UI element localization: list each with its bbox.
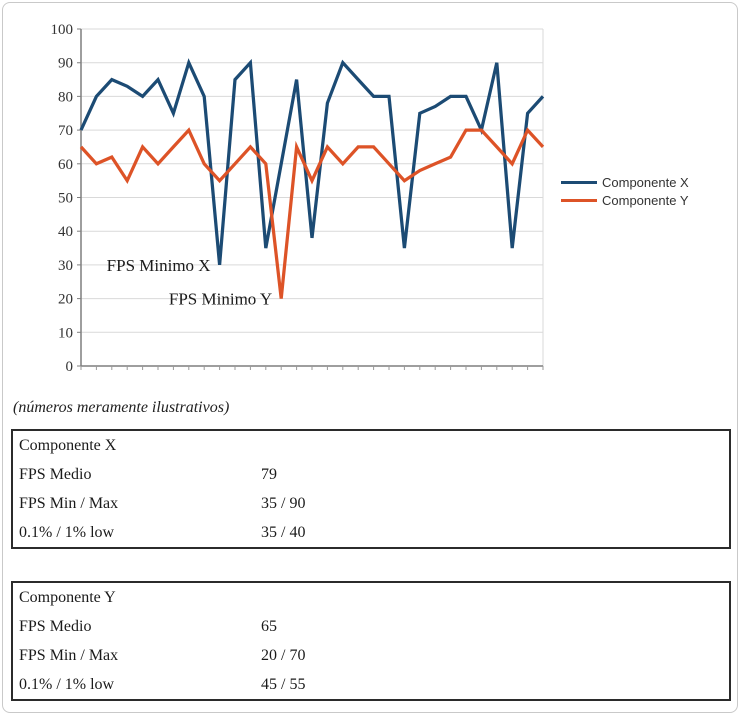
stat-value: 35 / 90 — [261, 495, 306, 512]
annotation-label: FPS Minimo X — [107, 256, 211, 275]
stat-label: FPS Min / Max — [19, 647, 119, 664]
y-axis-tick-label: 20 — [58, 292, 73, 308]
componente-x-line-swatch — [561, 181, 597, 184]
illustrative-numbers-caption: (números meramente ilustrativos) — [13, 399, 230, 416]
table-row: Componente Y — [13, 583, 729, 612]
table-row: FPS Medio 79 — [13, 460, 729, 489]
table-row: 0.1% / 1% low 45 / 55 — [13, 670, 729, 699]
stat-label: 0.1% / 1% low — [19, 676, 115, 693]
table-title: Componente X — [19, 437, 117, 454]
stat-value: 65 — [261, 618, 277, 635]
table-row: FPS Min / Max 35 / 90 — [13, 489, 729, 518]
stat-label: FPS Min / Max — [19, 495, 119, 512]
y-axis-tick-label: 30 — [58, 258, 73, 274]
fps-line-chart: 0 10 20 30 40 50 60 70 80 90 100 FPS Minimo X FPS Mi… — [3, 3, 737, 393]
y-axis-tick-label: 40 — [58, 224, 73, 240]
y-axis-tick-label: 10 — [58, 325, 73, 341]
stat-value: 79 — [261, 466, 277, 483]
table-row: FPS Medio 65 — [13, 612, 729, 641]
chart-legend: Componente X Componente Y — [561, 175, 689, 208]
annotation-label: FPS Minimo Y — [169, 290, 272, 309]
y-axis-tick-label: 60 — [58, 157, 73, 173]
componente-y-stats-table: Componente Y FPS Medio 65 FPS Min / Max … — [11, 581, 731, 701]
legend-item-componente-y: Componente Y — [561, 193, 689, 208]
y-axis-tick-label: 70 — [58, 123, 73, 139]
series-line-componente-x — [79, 58, 545, 266]
stat-label: 0.1% / 1% low — [19, 524, 115, 541]
table-row: Componente X — [13, 431, 729, 460]
legend-label-componente-x: Componente X — [602, 175, 689, 190]
legend-label-componente-y: Componente Y — [602, 193, 689, 208]
y-axis-tick-label: 50 — [58, 191, 73, 207]
y-axis-tick-label: 90 — [58, 56, 73, 72]
stat-label: FPS Medio — [19, 466, 92, 483]
series-line-componente-y — [79, 127, 545, 299]
stat-value: 20 / 70 — [261, 647, 306, 664]
y-axis-tick-label: 80 — [58, 89, 73, 105]
stat-value: 35 / 40 — [261, 524, 306, 541]
table-row: FPS Min / Max 20 / 70 — [13, 641, 729, 670]
chart-canvas: 0 10 20 30 40 50 60 70 80 90 100 FPS Minimo X FPS Mi… — [51, 22, 545, 375]
table-title: Componente Y — [19, 589, 116, 606]
legend-item-componente-x: Componente X — [561, 175, 689, 190]
table-row: 0.1% / 1% low 35 / 40 — [13, 518, 729, 547]
componente-y-line-swatch — [561, 199, 597, 202]
stat-label: FPS Medio — [19, 618, 92, 635]
y-axis-tick-label: 100 — [51, 22, 74, 38]
y-axis-tick-label: 0 — [66, 359, 74, 375]
stat-value: 45 / 55 — [261, 676, 306, 693]
componente-x-stats-table: Componente X FPS Medio 79 FPS Min / Max … — [11, 429, 731, 549]
